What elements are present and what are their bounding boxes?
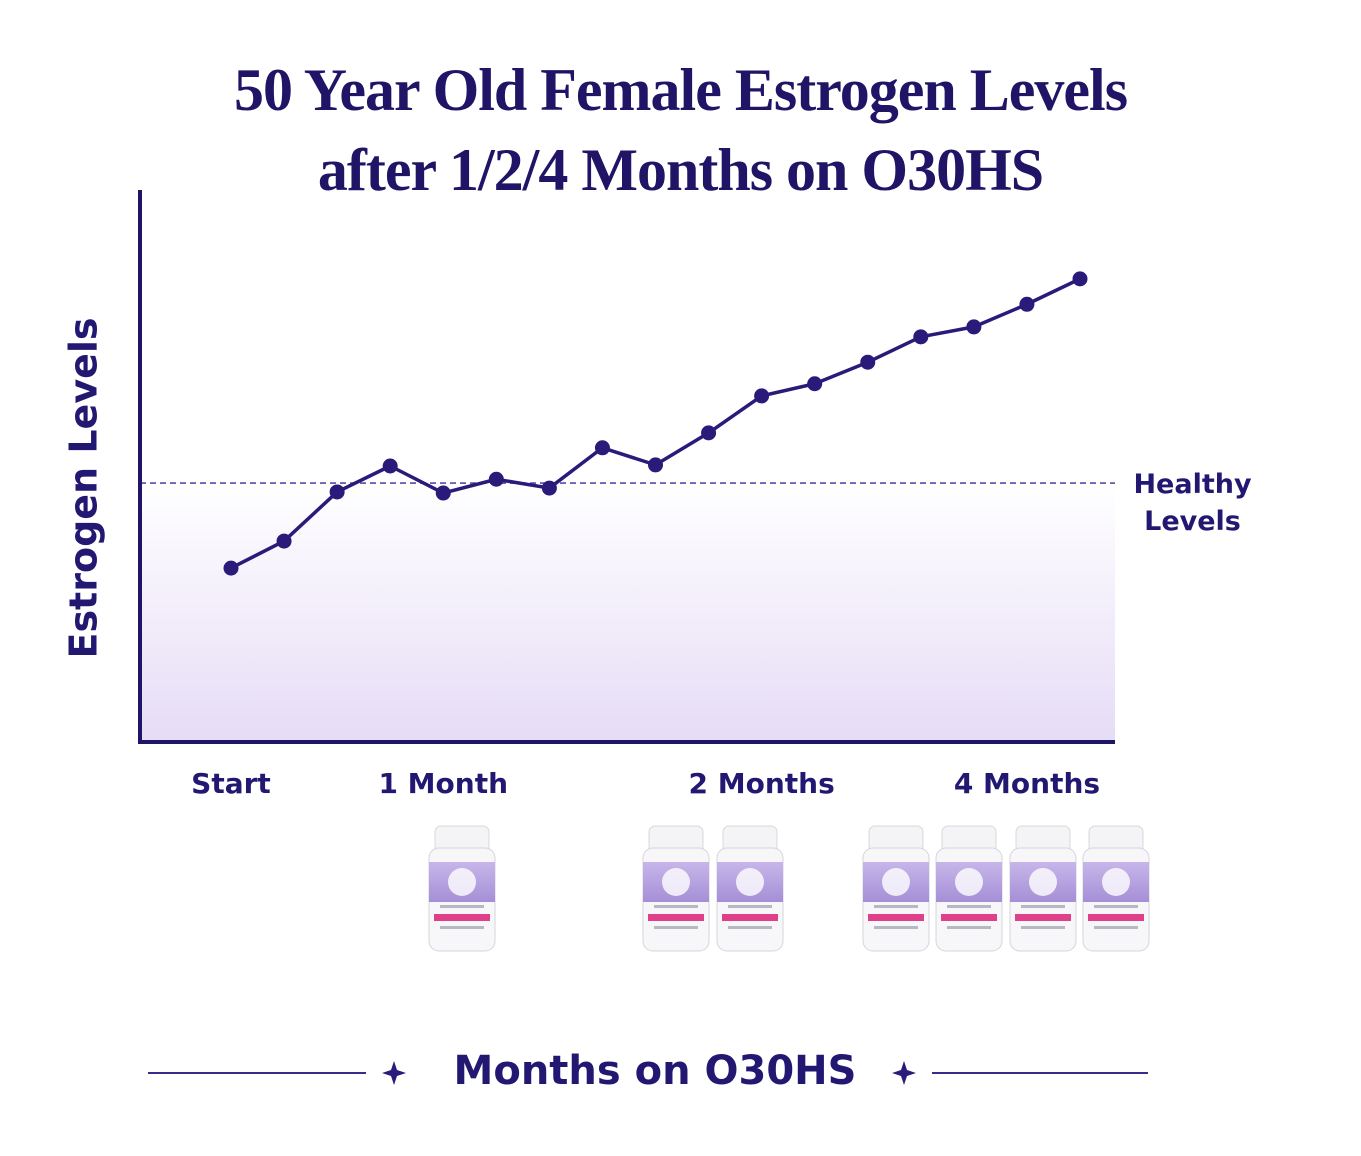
bottle-logo bbox=[448, 868, 476, 896]
point bbox=[913, 329, 929, 345]
point bbox=[966, 319, 982, 335]
bottle-text bbox=[440, 905, 484, 908]
reference-label: Healthy Levels bbox=[1133, 469, 1252, 537]
bottle-text bbox=[654, 905, 698, 908]
reference-area bbox=[140, 483, 1115, 742]
sparkle bbox=[892, 1061, 916, 1085]
bottle-band bbox=[868, 914, 924, 921]
bottle-logo bbox=[882, 868, 910, 896]
bottle-band bbox=[941, 914, 997, 921]
point bbox=[807, 376, 823, 392]
point bbox=[223, 560, 239, 576]
point bbox=[276, 533, 292, 549]
sparkle bbox=[382, 1061, 406, 1085]
bottle-logo bbox=[662, 868, 690, 896]
point bbox=[754, 388, 770, 404]
bottle-text bbox=[1094, 905, 1138, 908]
bottle-band bbox=[722, 914, 778, 921]
point bbox=[1019, 296, 1035, 312]
point bbox=[594, 440, 610, 456]
bottles bbox=[428, 825, 1150, 952]
bottle-logo bbox=[1029, 868, 1057, 896]
bottle-text bbox=[947, 926, 991, 929]
chart-title: 50 Year Old Female Estrogen Levels after… bbox=[233, 57, 1128, 203]
bottle bbox=[935, 825, 1003, 952]
x-tick-label: 1 Month bbox=[378, 767, 508, 800]
point bbox=[648, 457, 663, 473]
y-axis-title: Estrogen Levels bbox=[62, 317, 106, 658]
bottle-logo bbox=[736, 868, 764, 896]
bottle bbox=[862, 825, 930, 952]
x-tick-label: 4 Months bbox=[954, 767, 1100, 800]
bottle-text bbox=[654, 926, 698, 929]
x-tick-label: Start bbox=[191, 767, 271, 800]
point bbox=[488, 471, 504, 487]
bottle-text bbox=[440, 926, 484, 929]
bottle-band bbox=[1015, 914, 1071, 921]
bottle bbox=[1082, 825, 1150, 952]
point bbox=[701, 425, 717, 441]
bottle-text bbox=[1021, 926, 1065, 929]
bottle bbox=[642, 825, 710, 952]
point bbox=[435, 485, 451, 501]
bottle-band bbox=[648, 914, 704, 921]
bottle bbox=[428, 825, 496, 952]
bottle bbox=[1009, 825, 1077, 952]
bottle-text bbox=[728, 926, 772, 929]
bottle-text bbox=[874, 905, 918, 908]
point bbox=[329, 484, 345, 500]
bottle-text bbox=[947, 905, 991, 908]
point bbox=[860, 354, 876, 370]
bottle-text bbox=[1021, 905, 1065, 908]
bottle-band bbox=[434, 914, 490, 921]
point bbox=[1072, 271, 1088, 287]
x-axis-title: Months on O30HS bbox=[454, 1048, 857, 1094]
point bbox=[382, 458, 398, 474]
bottle-text bbox=[728, 905, 772, 908]
bottle-text bbox=[874, 926, 918, 929]
x-tick-label: 2 Months bbox=[689, 767, 835, 800]
bottle bbox=[716, 825, 784, 952]
bottle-band bbox=[1088, 914, 1144, 921]
bottle-logo bbox=[955, 868, 983, 896]
bottle-text bbox=[1094, 926, 1138, 929]
bottle-logo bbox=[1102, 868, 1130, 896]
point bbox=[541, 480, 557, 496]
